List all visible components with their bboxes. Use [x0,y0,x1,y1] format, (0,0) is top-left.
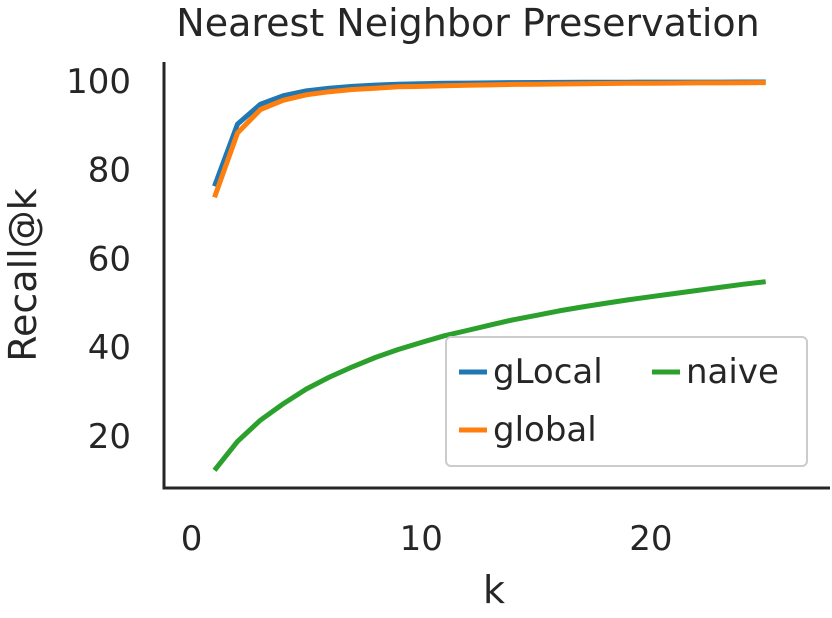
series-line-global [212,80,766,199]
y-tick-label: 60 [88,239,131,279]
y-tick-label: 100 [66,62,131,102]
x-tick-labels: 0 10 20 [181,519,673,559]
legend-label: naive [686,352,779,392]
legend-label: global [493,410,597,450]
legend-item-glocal: gLocal [459,352,603,392]
y-tick-label: 20 [88,417,131,457]
series-lines [212,79,766,472]
y-axis-label: Recall@k [1,188,45,361]
y-tick-label: 80 [88,151,131,191]
legend-frame [445,336,808,467]
y-tick-labels: 20 40 60 80 100 [66,62,131,457]
x-tick-label: 20 [629,519,672,559]
series-line-naive [212,279,766,472]
legend-item-global: global [459,410,597,450]
x-axis-label: k [483,568,505,612]
x-tick-label: 0 [181,519,203,559]
legend: gLocal global naive [445,336,808,467]
legend-item-naive: naive [652,352,779,392]
chart-title: Nearest Neighbor Preservation [176,1,759,45]
legend-label: gLocal [493,352,603,392]
x-tick-label: 10 [400,519,443,559]
y-tick-label: 40 [88,328,131,368]
